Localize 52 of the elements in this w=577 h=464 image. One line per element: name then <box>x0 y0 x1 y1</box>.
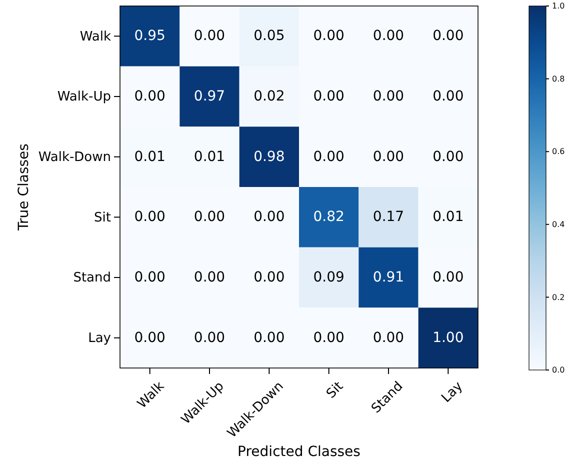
data-label: 0.05 <box>254 28 285 44</box>
color-bar-label: 0.0 <box>552 366 565 375</box>
data-label: 0.00 <box>313 148 344 165</box>
y-axis-title: True Classes <box>16 144 32 232</box>
y-tick-label: Walk-Up <box>57 90 111 105</box>
x-tick-label: Sit <box>324 379 346 402</box>
data-label: 0.00 <box>254 209 285 226</box>
x-tick-label: Lay <box>439 378 466 406</box>
y-tick-label: Walk-Down <box>38 150 111 165</box>
data-label: 0.00 <box>372 148 404 165</box>
data-label: 0.00 <box>432 148 464 165</box>
data-label: 0.00 <box>134 330 166 346</box>
data-label: 0.09 <box>313 270 344 286</box>
data-label: 0.97 <box>194 88 226 104</box>
data-label: 0.00 <box>254 270 285 286</box>
data-label: 0.01 <box>194 148 226 165</box>
color-bar-label: 0.6 <box>552 147 565 156</box>
data-label: 0.00 <box>432 88 464 104</box>
data-label: 0.98 <box>254 148 285 165</box>
y-tick-label: Walk <box>80 29 112 44</box>
x-axis-title: Predicted Classes <box>238 444 360 460</box>
data-label: 0.91 <box>372 270 404 286</box>
data-label: 0.00 <box>194 209 226 226</box>
color-bar-label: 0.8 <box>552 74 565 84</box>
data-label: 0.00 <box>432 28 464 44</box>
data-label: 0.17 <box>372 209 404 226</box>
data-label: 0.00 <box>134 270 166 286</box>
data-label: 0.01 <box>432 209 464 226</box>
data-label: 0.00 <box>372 88 404 104</box>
data-label: 0.00 <box>372 28 404 44</box>
data-label: 0.00 <box>134 88 166 104</box>
data-label: 0.00 <box>432 270 464 286</box>
data-label: 0.00 <box>194 28 226 44</box>
data-label: 0.00 <box>313 28 344 44</box>
color-bar-label: 0.2 <box>552 292 565 302</box>
data-label: 0.00 <box>313 330 344 346</box>
data-label: 0.02 <box>254 88 285 104</box>
color-bar-label: 0.4 <box>552 220 565 229</box>
data-label: 0.00 <box>313 88 344 104</box>
data-label: 1.00 <box>432 330 464 346</box>
color-bar-label: 1.0 <box>552 2 565 11</box>
y-tick-label: Stand <box>73 270 111 286</box>
y-tick-label: Lay <box>88 330 112 346</box>
data-label: 0.00 <box>254 330 285 346</box>
data-label: 0.00 <box>194 330 226 346</box>
data-label: 0.00 <box>194 270 226 286</box>
data-label: 0.00 <box>372 330 404 346</box>
data-label: 0.01 <box>134 148 166 165</box>
data-label: 0.82 <box>313 209 344 226</box>
data-label: 0.00 <box>134 209 166 226</box>
y-tick-label: Sit <box>94 210 111 226</box>
data-label: 0.95 <box>134 28 166 44</box>
